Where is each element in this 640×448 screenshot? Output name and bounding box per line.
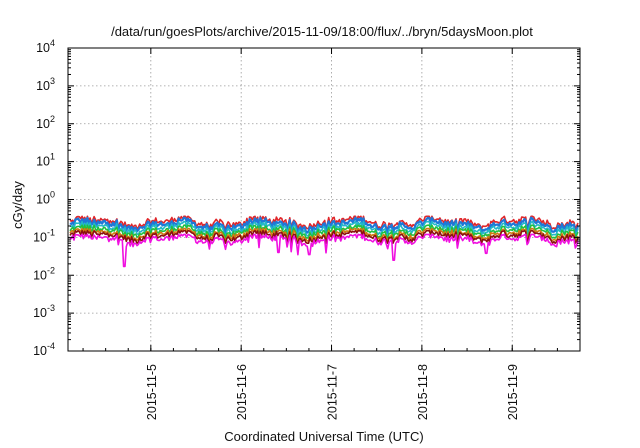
series-line <box>69 216 580 236</box>
chart-title: /data/run/goesPlots/archive/2015-11-09/1… <box>111 24 533 39</box>
y-tick-base: 10 <box>36 41 50 55</box>
y-tick-label: 10-2 <box>33 265 55 282</box>
y-tick-exponent: -2 <box>47 265 55 275</box>
x-tick-label: 2015-11-8 <box>416 364 430 420</box>
y-tick-label: 101 <box>36 152 55 169</box>
y-tick-exponent: 1 <box>50 152 55 162</box>
x-tick-label: 2015-11-7 <box>326 364 340 420</box>
y-tick-base: 10 <box>36 79 50 93</box>
y-tick-label: 10-3 <box>33 303 55 320</box>
series-layer <box>69 215 580 268</box>
series-line <box>69 224 579 240</box>
y-tick-label: 100 <box>36 190 55 207</box>
y-tick-exponent: -3 <box>47 303 55 313</box>
series-line <box>69 227 579 242</box>
y-tick-label: 102 <box>36 114 55 131</box>
y-tick-base: 10 <box>33 268 47 282</box>
y-tick-base: 10 <box>36 155 50 169</box>
y-tick-base: 10 <box>33 306 47 320</box>
y-tick-exponent: -1 <box>47 227 55 237</box>
series-line <box>69 229 579 244</box>
grid-lines <box>68 48 580 351</box>
y-tick-exponent: 2 <box>50 114 55 124</box>
x-axis: 2015-11-5 2015-11-6 2015-11-7 2015-11-8 2015… <box>82 48 581 420</box>
series-line <box>69 215 579 230</box>
x-tick-label: 2015-11-6 <box>235 364 249 420</box>
x-tick-label: 2015-11-5 <box>145 364 159 420</box>
series-line <box>69 233 579 268</box>
y-tick-label: 103 <box>36 76 55 93</box>
y-tick-exponent: 4 <box>50 38 55 48</box>
y-tick-base: 10 <box>33 230 47 244</box>
y-axis-label: cGy/day <box>10 181 25 229</box>
y-tick-exponent: 0 <box>50 190 55 200</box>
series-line <box>69 220 579 239</box>
y-tick-exponent: 3 <box>50 76 55 86</box>
y-tick-exponent: -4 <box>47 341 55 351</box>
y-tick-base: 10 <box>33 344 47 358</box>
y-tick-base: 10 <box>36 193 50 207</box>
y-tick-label: 10-1 <box>33 227 55 244</box>
x-tick-label: 2015-11-9 <box>506 364 520 420</box>
y-tick-base: 10 <box>36 117 50 131</box>
y-tick-label: 104 <box>36 38 55 55</box>
y-tick-label: 10-4 <box>33 341 55 358</box>
x-axis-label: Coordinated Universal Time (UTC) <box>224 429 423 444</box>
